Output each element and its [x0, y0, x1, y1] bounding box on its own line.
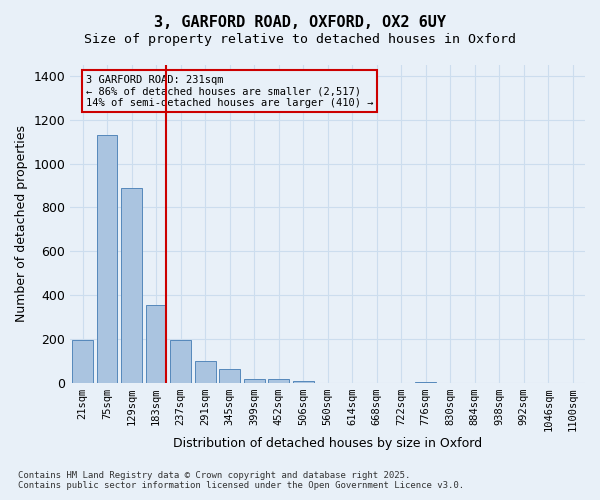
- Text: 3 GARFORD ROAD: 231sqm
← 86% of detached houses are smaller (2,517)
14% of semi-: 3 GARFORD ROAD: 231sqm ← 86% of detached…: [86, 74, 373, 108]
- Text: Size of property relative to detached houses in Oxford: Size of property relative to detached ho…: [84, 32, 516, 46]
- Text: Contains HM Land Registry data © Crown copyright and database right 2025.
Contai: Contains HM Land Registry data © Crown c…: [18, 470, 464, 490]
- Bar: [268, 379, 289, 383]
- Bar: [121, 188, 142, 383]
- Y-axis label: Number of detached properties: Number of detached properties: [15, 126, 28, 322]
- Bar: [219, 369, 240, 383]
- Text: 3, GARFORD ROAD, OXFORD, OX2 6UY: 3, GARFORD ROAD, OXFORD, OX2 6UY: [154, 15, 446, 30]
- Bar: [415, 382, 436, 383]
- X-axis label: Distribution of detached houses by size in Oxford: Distribution of detached houses by size …: [173, 437, 482, 450]
- Bar: [97, 135, 118, 383]
- Bar: [293, 380, 314, 383]
- Bar: [72, 340, 93, 383]
- Bar: [194, 361, 215, 383]
- Bar: [170, 340, 191, 383]
- Bar: [146, 305, 166, 383]
- Bar: [244, 379, 265, 383]
